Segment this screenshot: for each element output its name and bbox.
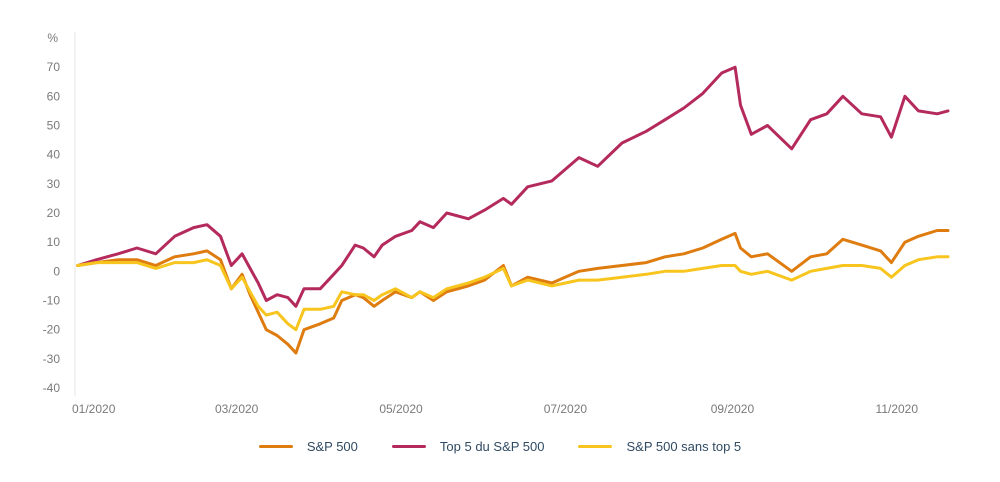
legend-item-sp500-ex-top5: S&P 500 sans top 5 bbox=[578, 439, 741, 454]
x-tick-label: 05/2020 bbox=[379, 402, 423, 416]
legend-item-top5: Top 5 du S&P 500 bbox=[391, 438, 545, 454]
y-axis-unit-label: % bbox=[47, 31, 58, 45]
legend-item-sp500: S&P 500 bbox=[258, 438, 358, 454]
y-tick-label: 10 bbox=[47, 235, 61, 249]
y-tick-label: -40 bbox=[43, 381, 61, 395]
y-tick-label: 30 bbox=[47, 177, 61, 191]
series-line-sp500-ex-top5 bbox=[76, 255, 950, 332]
series-line-sp500 bbox=[76, 229, 950, 355]
y-tick-label: 20 bbox=[47, 206, 61, 220]
y-tick-label: 0 bbox=[53, 264, 60, 278]
legend-label-sp500: S&P 500 bbox=[306, 438, 358, 454]
x-tick-label: 07/2020 bbox=[544, 402, 588, 416]
series-line-top5 bbox=[76, 65, 950, 308]
series-layer bbox=[76, 65, 950, 355]
y-tick-label: -20 bbox=[43, 323, 61, 337]
y-tick-label: 60 bbox=[47, 89, 61, 103]
legend-swatch-top5 bbox=[391, 444, 426, 448]
legend-swatch-sp500 bbox=[258, 444, 293, 448]
legend-swatch-sp500-ex-top5 bbox=[578, 444, 613, 448]
y-tick-label: 50 bbox=[47, 119, 61, 133]
y-axis-ticks: -40 -30 -20 -10 0 10 20 30 40 50 60 70 bbox=[43, 60, 61, 395]
legend-label-top5: Top 5 du S&P 500 bbox=[439, 438, 545, 454]
x-tick-label: 03/2020 bbox=[215, 402, 259, 416]
x-axis-ticks: 01/2020 03/2020 05/2020 07/2020 09/2020 11/20… bbox=[72, 402, 918, 416]
x-tick-label: 01/2020 bbox=[72, 402, 116, 416]
x-tick-label: 09/2020 bbox=[711, 402, 755, 416]
legend-label-sp500-ex-top5: S&P 500 sans top 5 bbox=[626, 438, 742, 454]
y-tick-label: 70 bbox=[47, 60, 61, 74]
legend: S&P 500 Top 5 du S&P 500 S&P 500 sans to… bbox=[0, 432, 1000, 460]
x-tick-label: 11/2020 bbox=[876, 402, 919, 416]
y-tick-label: -10 bbox=[43, 294, 61, 308]
y-tick-label: -30 bbox=[43, 352, 61, 366]
y-tick-label: 40 bbox=[47, 148, 61, 162]
